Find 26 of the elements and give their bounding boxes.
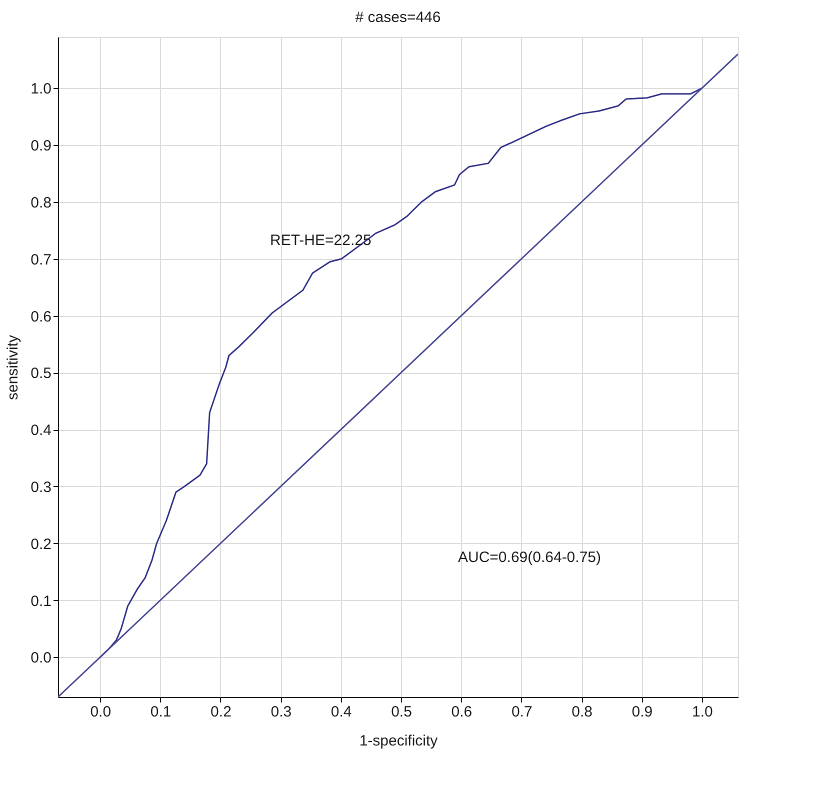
chart-title: # cases=446	[355, 9, 441, 26]
x-tick-label: 0.8	[572, 704, 592, 720]
y-tick-label: 1.0	[30, 80, 52, 98]
y-tick-label: 0.0	[30, 650, 52, 667]
x-tick-label: 0.9	[632, 704, 653, 720]
x-tick-label: 0.5	[391, 704, 412, 720]
y-tick-label: 0.3	[30, 478, 52, 496]
x-tick-label: 0.2	[210, 704, 232, 720]
x-tick-label: 0.4	[330, 704, 352, 720]
y-tick-label: 0.5	[30, 365, 52, 382]
x-tick-label: 1.0	[692, 704, 713, 720]
y-tick-label: 0.8	[30, 194, 52, 212]
x-tick-label: 0.6	[451, 704, 472, 720]
x-axis-title: 1-specificity	[359, 732, 438, 750]
y-tick-label: 0.7	[30, 251, 52, 268]
x-tick-label: 0.0	[90, 704, 112, 720]
x-tick-label: 0.1	[150, 704, 172, 720]
y-tick-label: 0.4	[30, 422, 52, 440]
x-tick-label: 0.7	[511, 704, 532, 720]
y-tick-label: 0.1	[30, 592, 52, 610]
annotation: AUC=0.69(0.64-0.75)	[458, 549, 602, 566]
y-tick-label: 0.6	[30, 308, 52, 326]
y-tick-label: 0.9	[30, 138, 52, 155]
x-tick-label: 0.3	[270, 704, 292, 720]
y-axis-title: sensitivity	[4, 334, 22, 400]
y-tick-label: 0.2	[30, 536, 52, 553]
